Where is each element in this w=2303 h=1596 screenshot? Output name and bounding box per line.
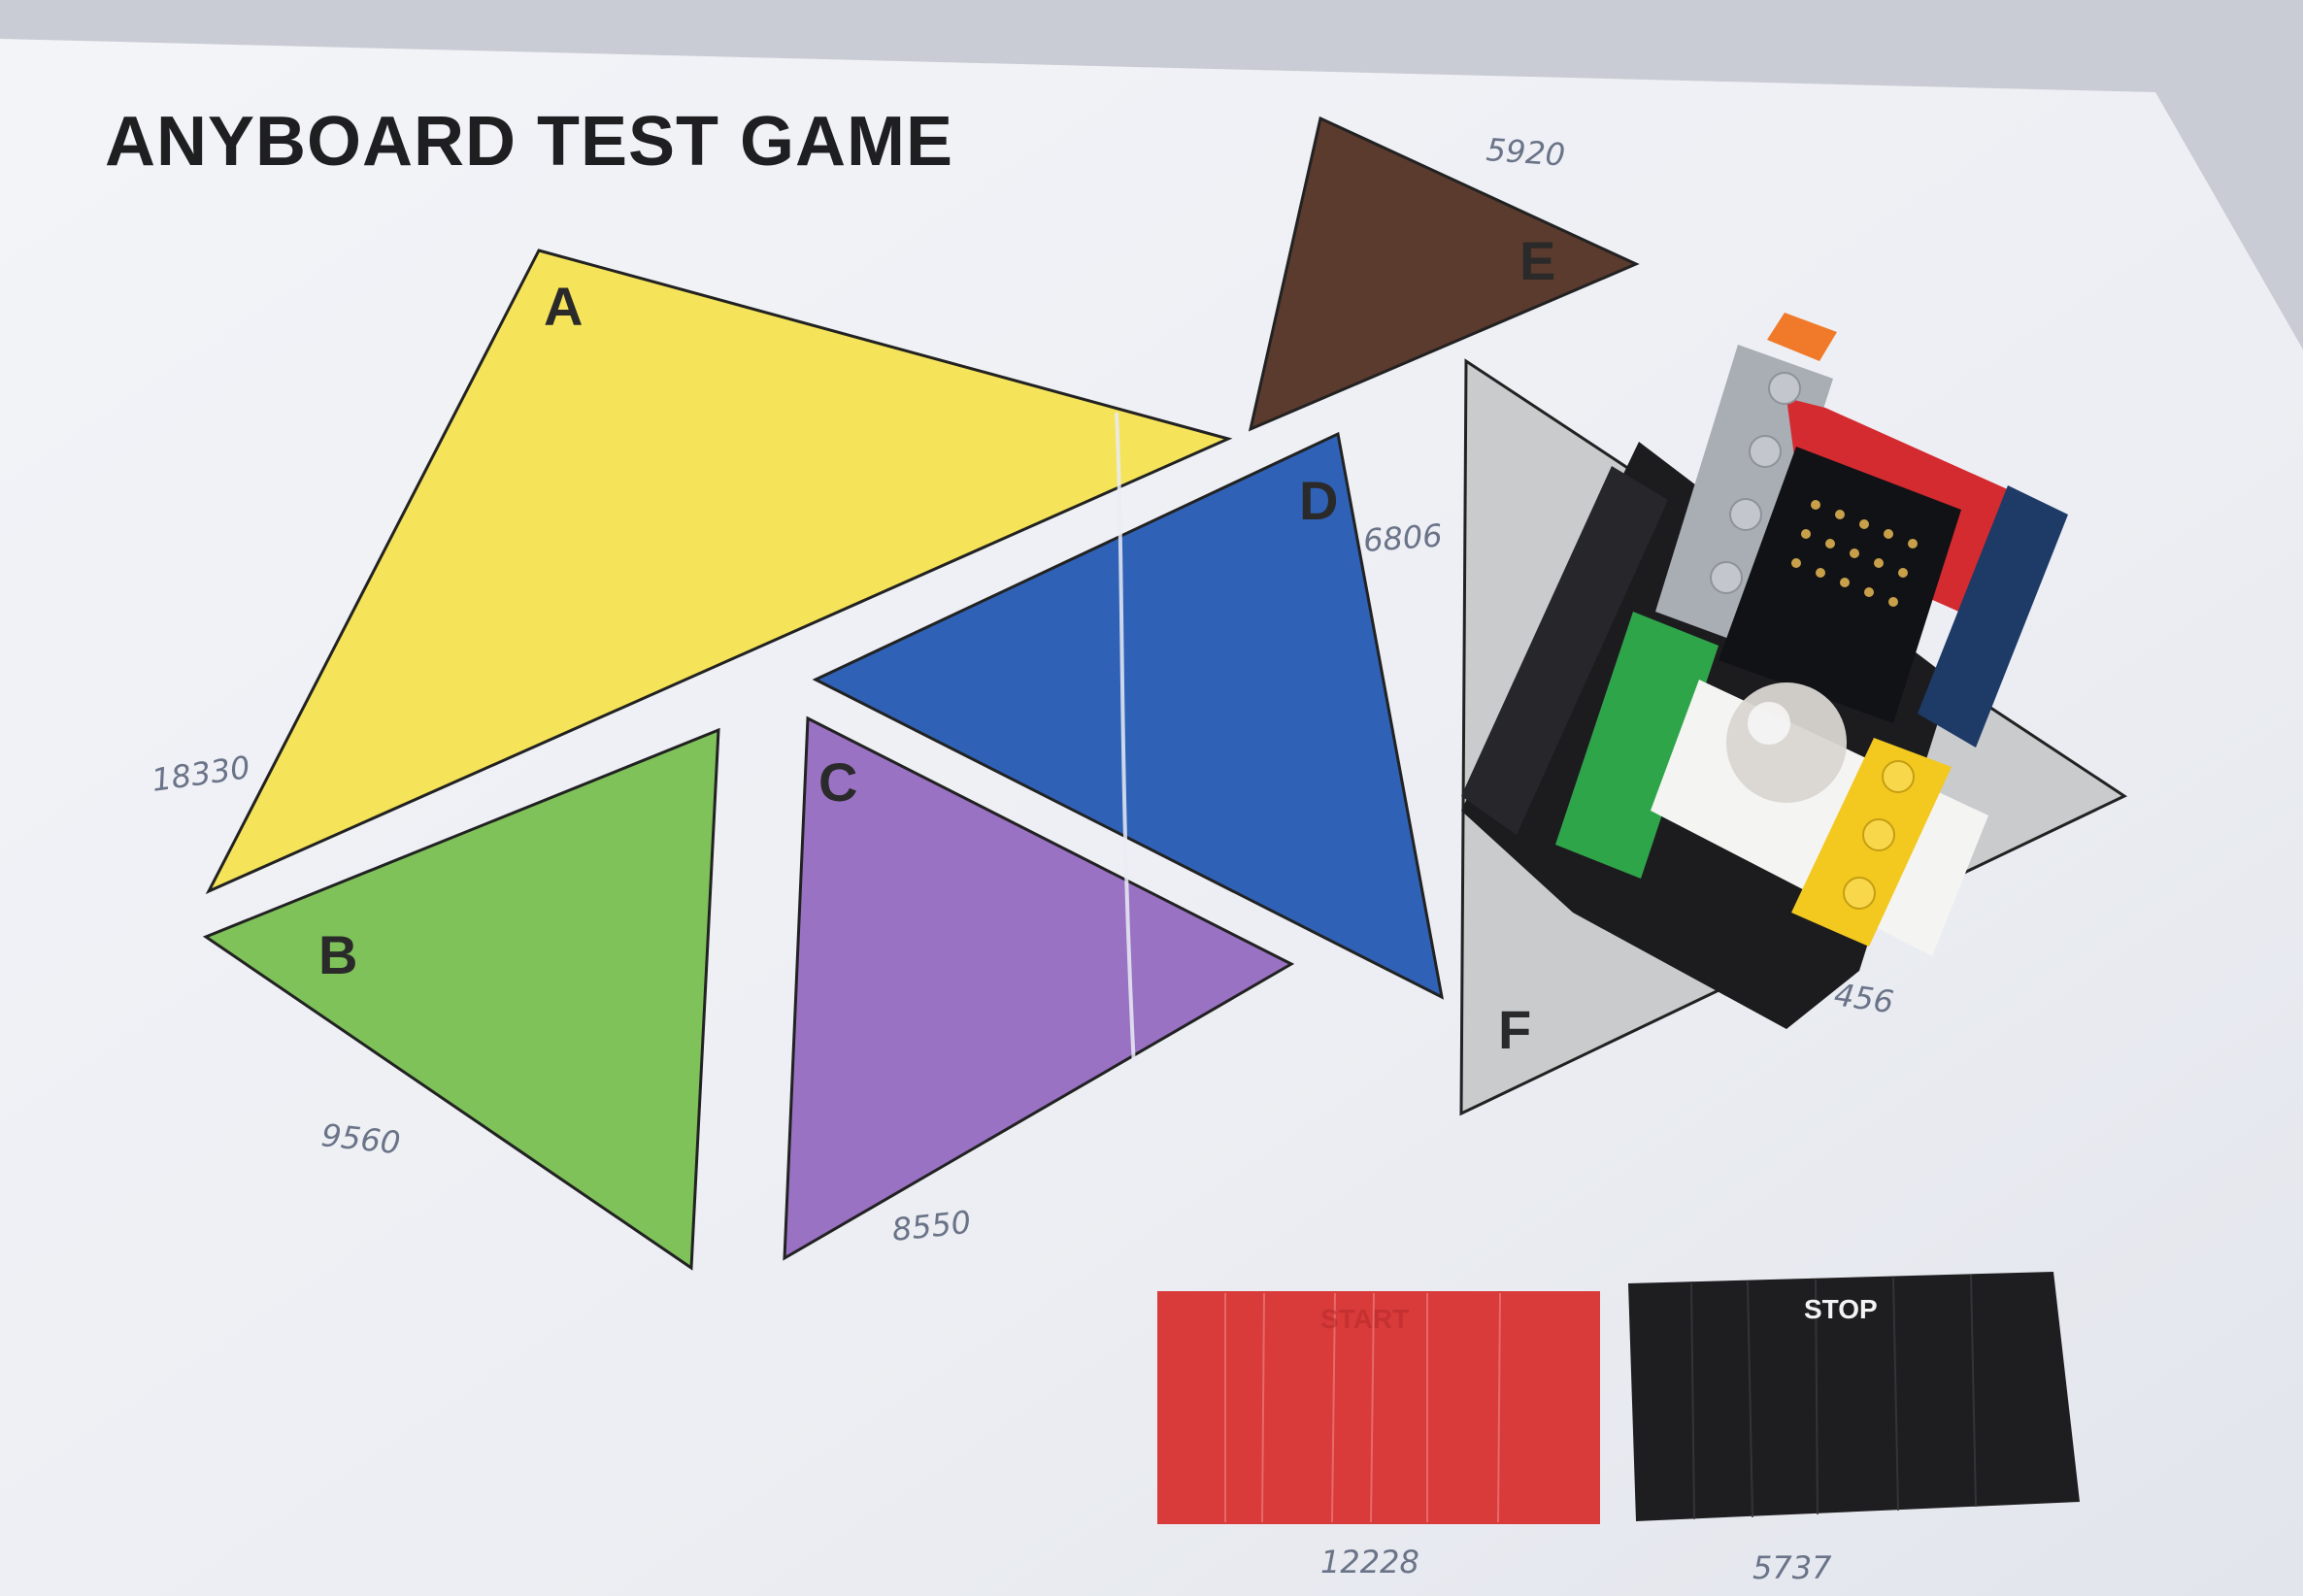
piece-a[interactable]: A — [205, 249, 1233, 895]
start-button-tape-lines — [1224, 1292, 1501, 1523]
start-button-note: 12228 — [1320, 1544, 1419, 1580]
stop-button-tape-lines — [1690, 1274, 1977, 1520]
token-led — [1726, 682, 1847, 803]
piece-e-note: 5920 — [1485, 131, 1566, 174]
token-studs — [1710, 372, 1801, 594]
piece-a-label: A — [544, 276, 583, 337]
stop-button-note: 5737 — [1752, 1549, 1832, 1586]
piece-d[interactable]: D — [812, 431, 1445, 1000]
lego-token-icon[interactable] — [1461, 313, 2068, 1029]
stop-button[interactable]: STOP — [1628, 1272, 2080, 1521]
token-board-holes — [1791, 500, 1918, 607]
start-button[interactable]: START — [1157, 1291, 1600, 1524]
piece-d-label: D — [1299, 470, 1338, 531]
piece-c[interactable]: C — [783, 715, 1295, 1261]
token-studs-yellow — [1843, 760, 1915, 910]
piece-e[interactable]: E — [1248, 116, 1640, 432]
board-title: ANYBOARD TEST GAME — [105, 103, 953, 181]
piece-d-shape — [812, 431, 1445, 1000]
piece-c-shape — [783, 715, 1295, 1261]
piece-b-note: 9560 — [319, 1116, 402, 1161]
piece-f-label: F — [1498, 999, 1531, 1060]
token-grey-brick — [1655, 345, 1833, 646]
token-green-brick — [1555, 612, 1719, 879]
piece-b-label: B — [318, 924, 357, 985]
piece-c-note: 8550 — [890, 1204, 973, 1248]
piece-b-shape — [202, 727, 720, 1271]
stop-button-label: STOP — [1804, 1294, 1878, 1324]
stop-button-area — [1628, 1272, 2080, 1521]
start-button-area — [1157, 1291, 1600, 1524]
start-button-label: START — [1320, 1304, 1409, 1334]
token-black-brick — [1461, 466, 1668, 835]
token-circuit-board — [1719, 447, 1961, 723]
piece-c-label: C — [818, 751, 857, 813]
piece-b[interactable]: B — [202, 727, 720, 1271]
piece-d-note: 6806 — [1362, 516, 1444, 559]
piece-e-label: E — [1519, 230, 1555, 291]
piece-a-shape — [205, 249, 1233, 895]
token-orange-cap — [1767, 313, 1837, 361]
token-navy-brick — [1918, 485, 2068, 748]
token-led-highlight — [1748, 702, 1790, 745]
paper-crease — [1115, 412, 1136, 1069]
piece-e-shape — [1248, 116, 1640, 432]
